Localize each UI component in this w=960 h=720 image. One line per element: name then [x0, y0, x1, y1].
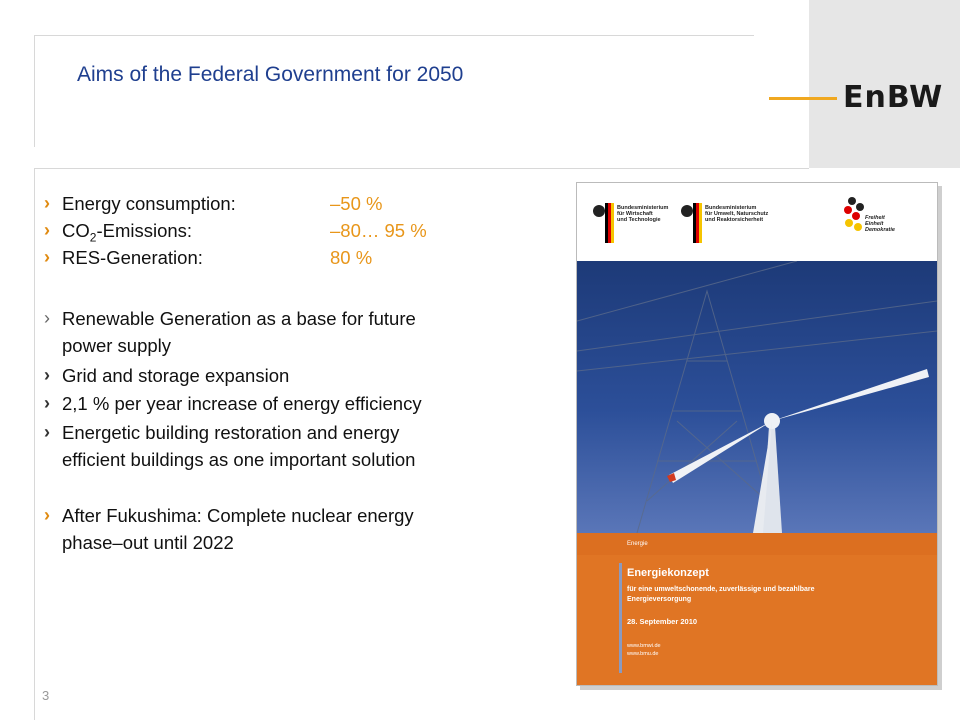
- energiekonzept-cover: Bundesministerium für Wirtschaft und Techn…: [576, 182, 938, 686]
- list-item-text: 2,1 % per year increase of energy effici…: [62, 393, 422, 414]
- list-item: › After Fukushima: Complete nuclear ener…: [44, 502, 414, 556]
- target-row-res: › RES-Generation: 80 %: [44, 244, 372, 271]
- cover-url-bmwi: www.bmwi.de: [627, 643, 661, 649]
- cover-date: 28. September 2010: [627, 617, 698, 626]
- bullet-arrow-icon: ›: [44, 308, 50, 328]
- cover-header: Bundesministerium für Wirtschaft und Techn…: [577, 183, 937, 261]
- bullet-arrow-icon: ›: [44, 393, 50, 413]
- target-value: 80 %: [330, 247, 373, 268]
- page-title: Aims of the Federal Government for 2050: [77, 63, 464, 86]
- bullet-arrow-icon: ›: [44, 422, 50, 442]
- target-label: CO2-Emissions:: [62, 220, 193, 245]
- page-number: 3: [42, 688, 50, 703]
- top-rule: [34, 35, 754, 36]
- cover-title-block: [577, 533, 937, 685]
- left-rule-bottom: [34, 168, 35, 720]
- bullet-arrow-icon: ›: [44, 247, 50, 267]
- eagle-icon: [593, 197, 864, 243]
- list-item-text: After Fukushima: Complete nuclear energy…: [62, 505, 414, 553]
- target-value: –80… 95 %: [330, 220, 427, 241]
- bullet-arrow-icon: ›: [44, 220, 50, 240]
- logo-panel: EnBW: [769, 0, 960, 168]
- list-item-text: Energetic building restoration and energ…: [62, 422, 416, 470]
- ministry-bmu: Bundesministerium für Umwelt, Naturschutz…: [705, 205, 769, 223]
- list-item: › Renewable Generation as a base for fut…: [44, 305, 416, 359]
- ministry-bmwi: Bundesministerium für Wirtschaft und Techn…: [617, 205, 669, 223]
- list-item-text: Grid and storage expansion: [62, 365, 290, 386]
- wind-turbine-photo: [577, 260, 937, 534]
- logo-accent-line: [769, 97, 837, 100]
- cover-subtitle: für eine umweltschonende, zuverlässige u…: [627, 586, 815, 603]
- bullet-arrow-icon: ›: [44, 193, 50, 213]
- list-item: › 2,1 % per year increase of energy effi…: [44, 390, 422, 417]
- cover-section: Energie: [627, 541, 648, 547]
- list-item-text: Renewable Generation as a base for futur…: [62, 308, 416, 356]
- target-row-co2: › CO2-Emissions: –80… 95 %: [44, 217, 427, 244]
- bullet-arrow-icon: ›: [44, 365, 50, 385]
- wind-turbine-icon: [577, 260, 937, 534]
- list-item: › Grid and storage expansion: [44, 362, 289, 389]
- mid-rule: [34, 168, 809, 169]
- enbw-logo: EnBW: [843, 80, 944, 115]
- list-item: › Energetic building restoration and ene…: [44, 419, 415, 473]
- target-value: –50 %: [330, 193, 383, 214]
- cover-title: Energiekonzept: [627, 567, 709, 579]
- target-label: Energy consumption:: [62, 193, 236, 214]
- target-label: RES-Generation:: [62, 247, 203, 268]
- left-rule-top: [34, 35, 35, 147]
- mosaic-stripe: [577, 533, 937, 673]
- cover-url-bmu: www.bmu.de: [627, 651, 659, 657]
- bullet-arrow-icon: ›: [44, 505, 50, 525]
- motto: Freiheit Einheit Demokratie: [865, 215, 895, 233]
- target-row-energy: › Energy consumption: –50 %: [44, 190, 382, 217]
